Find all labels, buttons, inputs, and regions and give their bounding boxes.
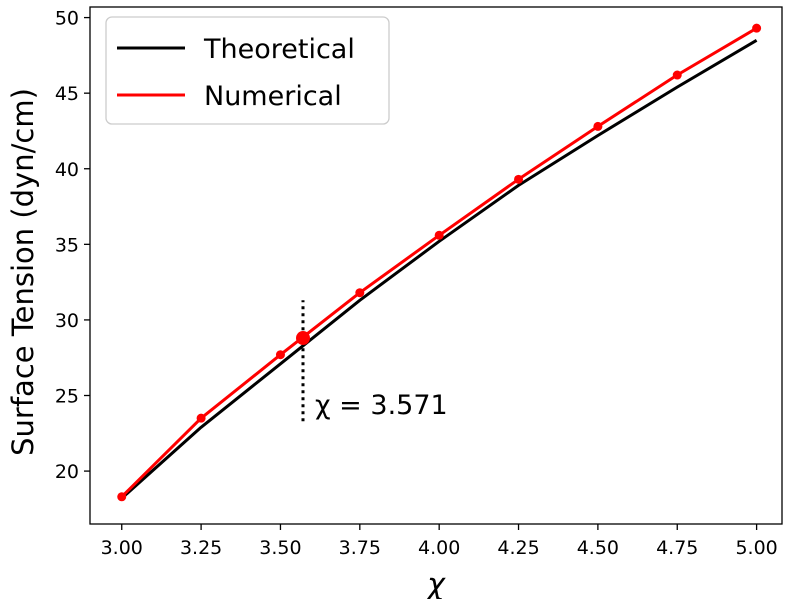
y-tick-label: 30 xyxy=(55,310,79,332)
x-tick-label: 4.75 xyxy=(656,537,698,559)
legend-box xyxy=(105,16,390,125)
data-point-numerical xyxy=(593,121,603,131)
annotation-label: χ = 3.571 xyxy=(315,390,448,421)
y-tick-label: 35 xyxy=(55,234,79,256)
y-axis-label: Surface Tension (dyn/cm) xyxy=(6,88,40,456)
annotation-point xyxy=(295,331,310,346)
data-point-numerical xyxy=(117,492,127,502)
data-point-numerical xyxy=(355,288,365,298)
data-point-numerical xyxy=(434,230,444,240)
data-point-numerical xyxy=(672,70,682,80)
y-tick-label: 25 xyxy=(55,386,79,408)
series-line-theoretical xyxy=(120,39,758,500)
plot-frame xyxy=(89,6,783,525)
legend-theoretical-label: Theoretical xyxy=(203,34,355,65)
data-point-numerical xyxy=(752,23,762,33)
data-point-numerical xyxy=(196,413,206,423)
y-tick-label: 45 xyxy=(55,83,79,105)
x-axis-label: χ xyxy=(425,567,446,599)
x-tick-label: 5.00 xyxy=(735,537,777,559)
x-tick-label: 3.50 xyxy=(259,537,301,559)
data-point-numerical xyxy=(275,350,285,360)
x-tick-label: 4.00 xyxy=(418,537,460,559)
x-tick-label: 3.75 xyxy=(339,537,381,559)
data-point-numerical xyxy=(514,174,524,184)
legend-numerical-label: Numerical xyxy=(204,81,342,112)
x-tick-label: 3.25 xyxy=(180,537,222,559)
x-tick-label: 4.50 xyxy=(577,537,619,559)
y-tick-label: 20 xyxy=(55,461,79,483)
legend: Theoretical Numerical xyxy=(105,16,390,125)
y-tick-label: 50 xyxy=(55,8,79,30)
x-tick-label: 3.00 xyxy=(101,537,143,559)
x-tick-label: 4.25 xyxy=(497,537,539,559)
y-tick-label: 40 xyxy=(55,159,79,181)
